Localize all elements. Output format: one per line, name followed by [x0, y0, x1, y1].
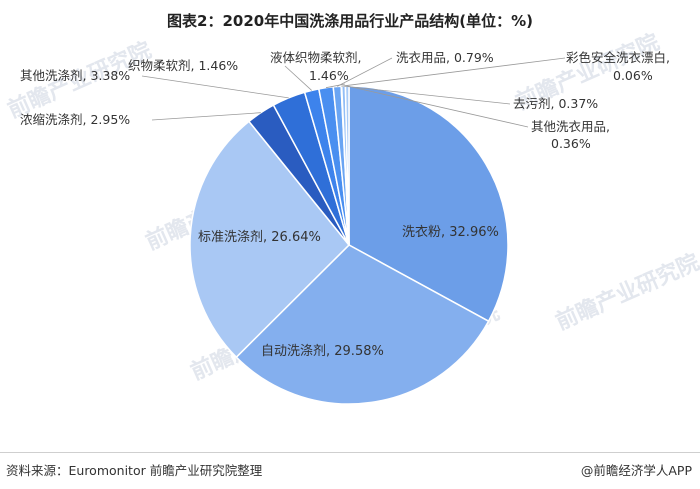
leader-line [337, 57, 393, 87]
leader-line [151, 112, 261, 121]
slice-label: 0.06% [613, 68, 653, 83]
slice-label: 自动洗涤剂, 29.58% [261, 344, 384, 359]
slice-label: 洗衣用品, 0.79% [396, 50, 494, 65]
chart-title: 图表2：2020年中国洗涤用品行业产品结构(单位：%) [167, 12, 533, 30]
leader-line [325, 83, 346, 89]
slice-label: 1.46% [309, 68, 349, 83]
pie-chart: 前瞻产业研究院前瞻产业研究院前瞻产业研究院前瞻产业研究院前瞻产业研究院前瞻产业研… [4, 29, 700, 405]
slice-label: 液体织物柔软剂, [270, 50, 361, 65]
slice-label: 彩色安全洗衣漂白, [566, 50, 670, 65]
leader-line [347, 85, 529, 128]
slice-label: 浓缩洗涤剂, 2.95% [20, 112, 130, 127]
pie-slices [189, 85, 509, 405]
footer-divider [0, 452, 700, 453]
slice-label: 洗衣粉, 32.96% [402, 224, 499, 240]
slice-label: 其他洗衣用品, [531, 119, 610, 134]
slice-label: 织物柔软剂, 1.46% [128, 58, 238, 73]
leader-line [284, 65, 312, 91]
source-note: 资料来源：Euromonitor 前瞻产业研究院整理 [6, 463, 263, 478]
slice-labels: 洗衣粉, 32.96% 自动洗涤剂, 29.58% 标准洗涤剂, 26.64% 浓缩洗… [20, 50, 670, 359]
slice-label: 其他洗涤剂, 3.38% [20, 68, 130, 83]
leader-line [141, 75, 289, 99]
leader-lines [141, 57, 566, 128]
brand-credit: @前瞻经济学人APP [580, 463, 692, 478]
watermark-text: 前瞻产业研究院 [552, 249, 700, 335]
pie-slice [235, 244, 490, 405]
leader-line [343, 85, 511, 105]
pie-slice [189, 120, 351, 359]
slice-label: 0.36% [551, 136, 591, 151]
slice-label: 标准洗涤剂, 26.64% [198, 230, 321, 245]
leader-line [341, 57, 566, 87]
slice-label: 去污剂, 0.37% [513, 96, 598, 111]
